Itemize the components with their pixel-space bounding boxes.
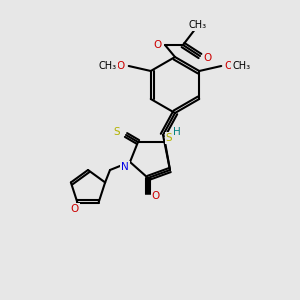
Text: S: S: [166, 133, 172, 143]
Text: CH₃: CH₃: [99, 61, 117, 71]
Text: N: N: [121, 162, 129, 172]
Text: O: O: [152, 191, 160, 201]
Text: O: O: [117, 61, 125, 71]
Text: S: S: [114, 127, 120, 137]
Text: CH₃: CH₃: [189, 20, 207, 30]
Text: O: O: [204, 53, 212, 63]
Text: O: O: [154, 40, 162, 50]
Text: CH₃: CH₃: [232, 61, 250, 71]
Text: H: H: [173, 127, 181, 137]
Text: O: O: [224, 61, 232, 71]
Text: O: O: [70, 204, 79, 214]
